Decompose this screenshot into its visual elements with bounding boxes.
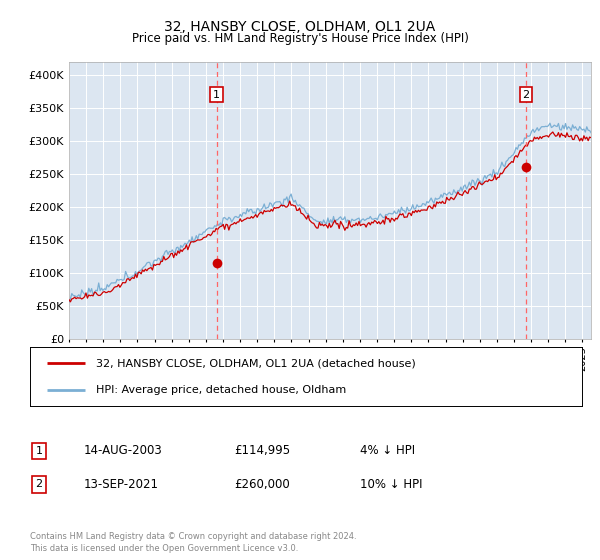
- Text: 1: 1: [213, 90, 220, 100]
- Text: 14-AUG-2003: 14-AUG-2003: [84, 444, 163, 458]
- Text: £114,995: £114,995: [234, 444, 290, 458]
- Text: Contains HM Land Registry data © Crown copyright and database right 2024.
This d: Contains HM Land Registry data © Crown c…: [30, 532, 356, 553]
- Text: 4% ↓ HPI: 4% ↓ HPI: [360, 444, 415, 458]
- Text: 10% ↓ HPI: 10% ↓ HPI: [360, 478, 422, 491]
- Text: 32, HANSBY CLOSE, OLDHAM, OL1 2UA: 32, HANSBY CLOSE, OLDHAM, OL1 2UA: [164, 20, 436, 34]
- Text: 2: 2: [523, 90, 530, 100]
- Text: £260,000: £260,000: [234, 478, 290, 491]
- Text: 1: 1: [35, 446, 43, 456]
- Text: 2: 2: [35, 479, 43, 489]
- Text: 32, HANSBY CLOSE, OLDHAM, OL1 2UA (detached house): 32, HANSBY CLOSE, OLDHAM, OL1 2UA (detac…: [96, 358, 416, 368]
- Text: HPI: Average price, detached house, Oldham: HPI: Average price, detached house, Oldh…: [96, 385, 346, 395]
- Text: Price paid vs. HM Land Registry's House Price Index (HPI): Price paid vs. HM Land Registry's House …: [131, 32, 469, 45]
- Text: 13-SEP-2021: 13-SEP-2021: [84, 478, 159, 491]
